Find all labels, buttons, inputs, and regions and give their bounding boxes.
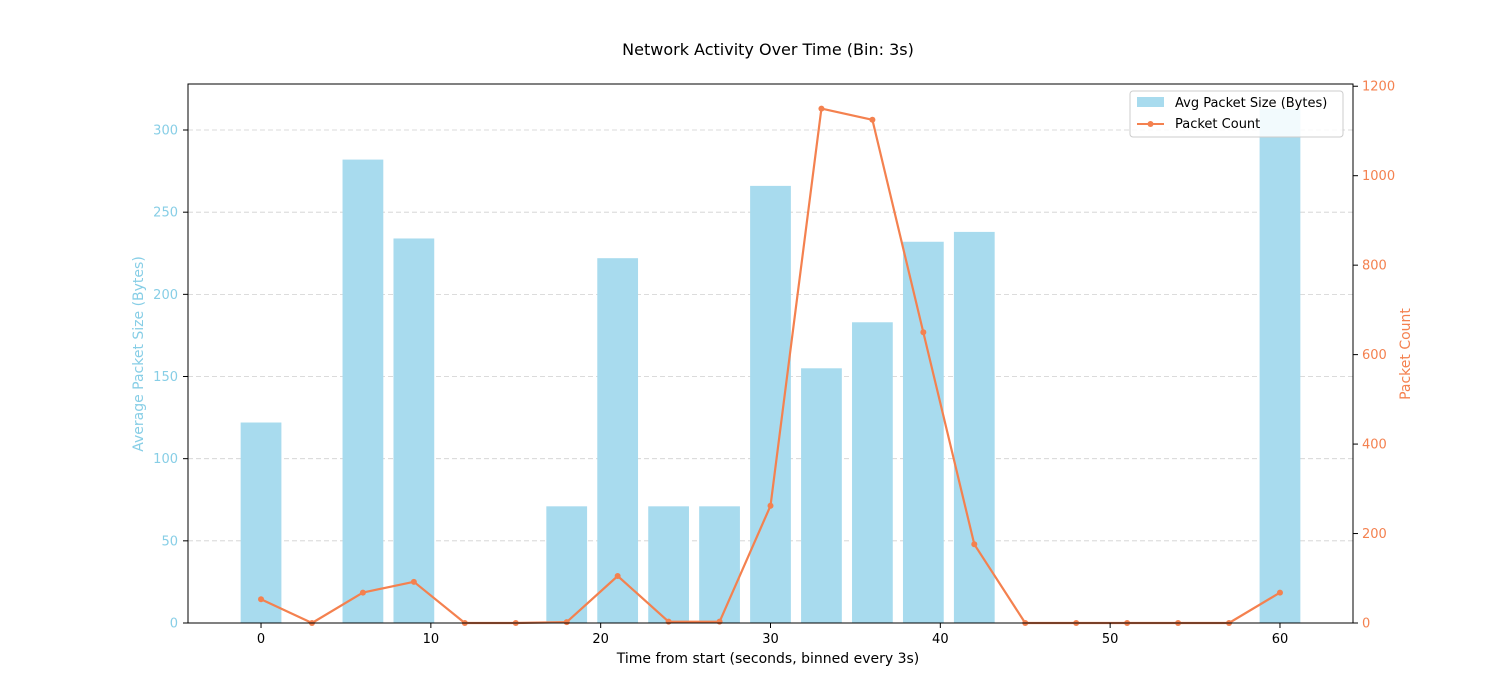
y2-tick-label: 600 (1362, 348, 1387, 363)
bar (342, 159, 384, 623)
bar (852, 322, 893, 623)
x-axis: 0 10 20 30 40 50 60 (257, 623, 1288, 647)
line-point (920, 329, 927, 336)
chart-title: Network Activity Over Time (Bin: 3s) (622, 40, 914, 59)
legend-line-marker (1147, 121, 1154, 127)
bar (240, 422, 282, 623)
line-point (665, 618, 672, 625)
line-point (563, 619, 570, 626)
line-point (971, 541, 978, 548)
line-point (869, 116, 876, 123)
bar (750, 185, 791, 623)
bar (902, 241, 944, 623)
bar (648, 506, 689, 623)
bar-series (240, 108, 1301, 623)
y-tick-label: 0 (170, 617, 178, 632)
bar (597, 258, 639, 623)
y-axis-left-title: Average Packet Size (Bytes) (131, 256, 147, 452)
legend-line-label: Packet Count (1175, 117, 1260, 132)
bar (1259, 108, 1301, 623)
bar (699, 506, 740, 623)
y-tick-label: 300 (153, 124, 178, 139)
legend-box (1129, 90, 1344, 138)
x-tick-label: 10 (423, 632, 440, 647)
x-tick-label: 40 (932, 632, 949, 647)
line-point (1276, 589, 1283, 596)
y2-tick-label: 1000 (1362, 169, 1395, 184)
y2-tick-label: 400 (1362, 438, 1387, 453)
y-tick-label: 50 (161, 534, 178, 549)
bar (801, 368, 842, 623)
y-tick-label: 150 (153, 370, 178, 385)
x-tick-label: 50 (1102, 632, 1119, 647)
x-axis-title: Time from start (seconds, binned every 3… (616, 651, 920, 667)
line-point (258, 596, 265, 603)
line-point (716, 618, 723, 625)
x-tick-label: 60 (1272, 632, 1289, 647)
y2-tick-label: 0 (1362, 617, 1370, 632)
line-point (614, 573, 621, 580)
legend: Avg Packet Size (Bytes) Packet Count (1129, 90, 1344, 138)
y2-tick-label: 800 (1362, 259, 1387, 274)
y-tick-label: 250 (153, 206, 178, 221)
line-point (818, 105, 825, 112)
x-tick-label: 30 (762, 632, 779, 647)
y-axis-left: 0 50 100 150 200 250 300 (153, 124, 188, 632)
bar (393, 238, 435, 623)
y2-tick-label: 200 (1362, 527, 1387, 542)
y2-tick-label: 1200 (1362, 80, 1395, 95)
bar (953, 231, 995, 623)
line-point (767, 502, 774, 509)
x-tick-label: 0 (257, 632, 265, 647)
legend-bar-label: Avg Packet Size (Bytes) (1175, 96, 1327, 111)
y-tick-label: 200 (153, 288, 178, 303)
line-point (410, 578, 417, 585)
bar (546, 506, 588, 623)
y-axis-right-title: Packet Count (1398, 308, 1414, 400)
line-point (359, 589, 366, 596)
y-tick-label: 100 (153, 452, 178, 467)
legend-bar-swatch (1137, 97, 1164, 107)
x-tick-label: 20 (592, 632, 609, 647)
y-axis-right: 0 200 400 600 800 1000 1200 (1353, 80, 1395, 632)
